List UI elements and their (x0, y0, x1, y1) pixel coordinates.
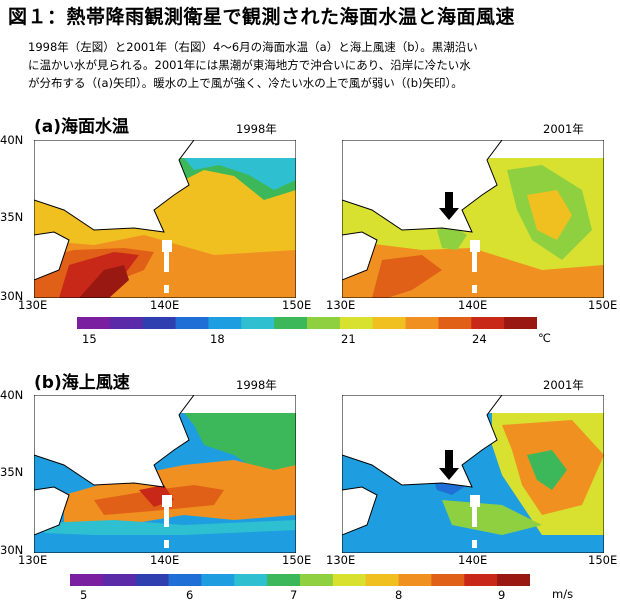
year-label-b-right: 2001年 (543, 378, 584, 392)
colorbar-segment (109, 317, 144, 329)
figure-caption: 1998年（左図）と2001年（右図）4〜6月の海面水温（a）と海上風速（b）。… (28, 38, 603, 92)
lon-tick-b-right-140e: 140E (458, 553, 488, 567)
colorbar-sst-unit: ℃ (538, 331, 551, 345)
lat-tick-a-35n: 35N (0, 210, 24, 224)
lon-tick-a-left-140e: 140E (150, 298, 180, 312)
colorbar-wind (70, 574, 530, 586)
lon-tick-b-right-130e: 130E (326, 553, 356, 567)
colorbar-segment (307, 317, 341, 329)
lon-tick-a-left-150e: 150E (282, 298, 312, 312)
colorbar-segment (175, 317, 209, 329)
lon-tick-b-left-140e: 140E (150, 553, 180, 567)
colorbar-segment (438, 317, 472, 329)
figure-title: 図１：熱帯降雨観測衛星で観測された海面水温と海面風速 (8, 6, 516, 28)
lon-tick-b-right-150e: 150E (588, 553, 618, 567)
colorbar-segment (504, 317, 537, 329)
colorbar-wind-unit: m/s (552, 587, 574, 601)
colorbar-segment (300, 574, 334, 586)
section-b-title: (b)海上風速 (34, 373, 130, 393)
colorbar-segment (201, 574, 235, 586)
lat-tick-a-30n: 30N (0, 289, 24, 303)
colorbar-wind-tick-6: 6 (186, 588, 194, 602)
colorbar-sst-tick-18: 18 (210, 332, 225, 346)
colorbar-wind-tick-8: 8 (395, 588, 403, 602)
wind-map-1998 (34, 395, 296, 553)
section-a-title: (a)海面水温 (34, 117, 130, 137)
lon-tick-a-right-140e: 140E (458, 298, 488, 312)
year-label-b-left: 1998年 (236, 378, 277, 392)
colorbar-segment (339, 317, 374, 329)
lat-tick-b-30n: 30N (0, 543, 24, 557)
colorbar-segment (168, 574, 202, 586)
colorbar-segment (372, 317, 407, 329)
colorbar-sst-tick-24: 24 (472, 332, 487, 346)
colorbar-sst-tick-15: 15 (82, 332, 97, 346)
colorbar-segment (142, 317, 177, 329)
wind-map-2001 (342, 395, 604, 553)
colorbar-segment (471, 317, 505, 329)
year-label-a-right: 2001年 (543, 122, 584, 136)
colorbar-wind-tick-5: 5 (80, 588, 88, 602)
lat-tick-b-40n: 40N (0, 388, 24, 402)
arrow-marker-b (439, 450, 459, 480)
colorbar-segment (405, 317, 439, 329)
colorbar-segment (365, 574, 400, 586)
colorbar-segment (241, 317, 275, 329)
colorbar-wind-segments (70, 574, 530, 586)
colorbar-wind-tick-7: 7 (290, 588, 298, 602)
lon-tick-a-left-130e: 130E (18, 298, 48, 312)
colorbar-sst (77, 317, 537, 329)
sst-map-2001 (342, 140, 604, 298)
colorbar-sst-segments (77, 317, 537, 329)
colorbar-segment (332, 574, 367, 586)
lat-tick-b-35n: 35N (0, 465, 24, 479)
colorbar-wind-tick-9: 9 (498, 588, 506, 602)
colorbar-segment (464, 574, 498, 586)
colorbar-segment (70, 574, 104, 586)
colorbar-segment (234, 574, 268, 586)
colorbar-segment (431, 574, 465, 586)
sst-map-1998 (34, 140, 296, 298)
colorbar-segment (497, 574, 530, 586)
lon-tick-b-left-150e: 150E (282, 553, 312, 567)
colorbar-segment (77, 317, 111, 329)
caption-line-3: が分布する（(a)矢印）。暖水の上で風が強く、冷たい水の上で風が弱い（(b)矢印… (28, 76, 463, 90)
colorbar-segment (135, 574, 170, 586)
colorbar-segment (274, 317, 308, 329)
arrow-marker-a (439, 192, 459, 220)
caption-line-2: に温かい水が見られる。2001年には黒潮が東海地方で沖合いにあり、沿岸に冷たい水 (28, 58, 471, 72)
lon-tick-a-right-130e: 130E (326, 298, 356, 312)
colorbar-segment (208, 317, 242, 329)
colorbar-segment (102, 574, 137, 586)
colorbar-sst-tick-21: 21 (341, 332, 356, 346)
lon-tick-b-left-130e: 130E (18, 553, 48, 567)
lat-tick-a-40n: 40N (0, 133, 24, 147)
year-label-a-left: 1998年 (236, 122, 277, 136)
colorbar-segment (267, 574, 301, 586)
colorbar-segment (398, 574, 432, 586)
caption-line-1: 1998年（左図）と2001年（右図）4〜6月の海面水温（a）と海上風速（b）。… (28, 40, 478, 54)
lon-tick-a-right-150e: 150E (588, 298, 618, 312)
